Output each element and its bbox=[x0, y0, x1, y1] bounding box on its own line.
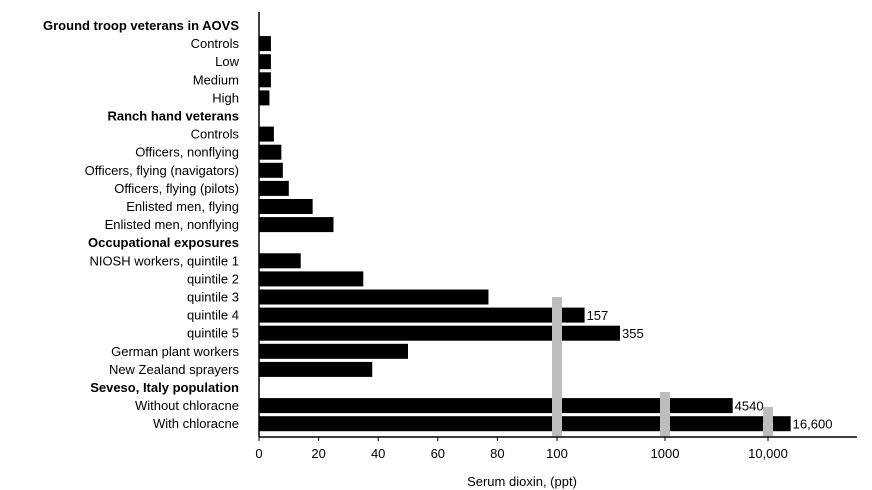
bar bbox=[259, 398, 733, 414]
bar bbox=[259, 271, 364, 287]
x-axis-title: Serum dioxin, (ppt) bbox=[467, 474, 577, 489]
axis-break-markers bbox=[552, 297, 773, 436]
bar bbox=[259, 343, 408, 359]
axis-break-marker bbox=[660, 392, 670, 436]
x-tick-label: 1000 bbox=[651, 446, 680, 461]
category-label: Enlisted men, nonflying bbox=[105, 217, 239, 232]
bar-value-label: 16,600 bbox=[793, 417, 833, 432]
category-label: Officers, nonflying bbox=[135, 145, 239, 160]
category-label: German plant workers bbox=[111, 344, 239, 359]
bar-value-label: 4540 bbox=[735, 399, 764, 414]
category-label: With chloracne bbox=[153, 416, 239, 431]
x-tick-label: 20 bbox=[311, 446, 325, 461]
category-label: quintile 2 bbox=[187, 271, 239, 286]
bar bbox=[259, 325, 621, 341]
value-labels: 157 355 4540 16,600 bbox=[587, 308, 833, 432]
x-tick-label: 40 bbox=[371, 446, 385, 461]
bar bbox=[259, 289, 489, 305]
group-header-label: Seveso, Italy population bbox=[90, 380, 239, 395]
bar bbox=[259, 162, 283, 178]
bar bbox=[259, 180, 289, 196]
category-label: quintile 4 bbox=[187, 308, 239, 323]
category-label: Controls bbox=[191, 36, 240, 51]
bar bbox=[259, 36, 271, 52]
bar bbox=[259, 416, 791, 432]
category-label: quintile 5 bbox=[187, 326, 239, 341]
bar bbox=[259, 253, 301, 269]
bar bbox=[259, 199, 313, 214]
category-label: New Zealand sprayers bbox=[109, 362, 240, 377]
axis-break-marker bbox=[763, 407, 773, 436]
bar bbox=[259, 90, 270, 106]
bar bbox=[259, 217, 334, 233]
group-header-label: Ground troop veterans in AOVS bbox=[43, 18, 239, 33]
category-label: quintile 3 bbox=[187, 290, 239, 305]
bar bbox=[259, 144, 282, 160]
bar bbox=[259, 307, 585, 323]
category-labels: Ground troop veterans in AOVS Controls Low… bbox=[43, 18, 240, 431]
group-header-label: Ranch hand veterans bbox=[108, 109, 240, 124]
category-label: Without chloracne bbox=[135, 398, 239, 413]
x-axis-ticks: 0 20 40 60 80 100 1000 10,000 bbox=[255, 437, 788, 461]
category-label: Controls bbox=[191, 127, 240, 142]
x-tick-label: 80 bbox=[490, 446, 504, 461]
x-tick-label: 10,000 bbox=[748, 446, 788, 461]
category-label: Officers, flying (navigators) bbox=[85, 163, 239, 178]
category-label: Officers, flying (pilots) bbox=[114, 181, 239, 196]
category-label: NIOSH workers, quintile 1 bbox=[89, 253, 239, 268]
bar-value-label: 355 bbox=[622, 326, 644, 341]
bar bbox=[259, 361, 373, 377]
bar bbox=[259, 54, 271, 70]
category-label: High bbox=[212, 90, 239, 105]
bar-value-label: 157 bbox=[587, 308, 609, 323]
bars-layer bbox=[259, 36, 791, 432]
category-label: Low bbox=[215, 54, 239, 69]
group-header-label: Occupational exposures bbox=[88, 235, 239, 250]
category-label: Medium bbox=[193, 72, 239, 87]
category-label: Enlisted men, flying bbox=[126, 199, 239, 214]
x-tick-label: 100 bbox=[546, 446, 568, 461]
x-tick-label: 0 bbox=[255, 446, 262, 461]
axis-break-marker bbox=[552, 297, 562, 436]
bar bbox=[259, 72, 271, 88]
bar bbox=[259, 126, 274, 142]
x-tick-label: 60 bbox=[431, 446, 445, 461]
